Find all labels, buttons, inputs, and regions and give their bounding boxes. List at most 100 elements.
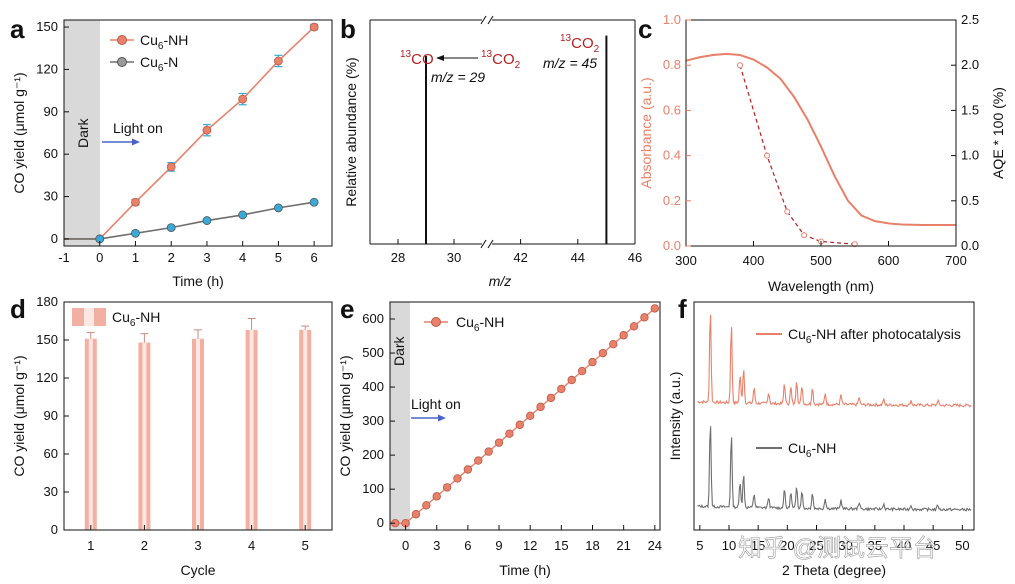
y-tick-label: 0 bbox=[51, 231, 58, 246]
data-point bbox=[557, 384, 566, 394]
cycle-bar-highlight bbox=[142, 342, 147, 530]
y-axis-label-e: CO yield (μmol g⁻¹) bbox=[337, 355, 353, 476]
x-tick-label: 12 bbox=[523, 538, 537, 553]
y-tick-label: 0.8 bbox=[663, 57, 681, 72]
x-tick-label: 40 bbox=[897, 538, 911, 553]
y-axis-label-a: CO yield (μmol g⁻¹) bbox=[11, 72, 27, 193]
y-tick-label: 60 bbox=[44, 446, 58, 461]
ion-label-13co2: 13CO2 bbox=[560, 33, 600, 55]
aqe-curve bbox=[739, 65, 855, 245]
panel-e: Dark Light on 0 3 6 9 12 15 18 21 24 0 100 200 300 4… bbox=[337, 301, 662, 578]
y-tick-label: 180 bbox=[36, 294, 58, 309]
y-ticks-e: 0 100 200 300 400 500 600 bbox=[362, 311, 395, 530]
legend-label-cu6-nh: Cu6-NH bbox=[140, 32, 188, 52]
legend-label-f-pristine: Cu6-NH bbox=[788, 440, 836, 460]
mz-label-29: m/z = 29 bbox=[431, 69, 485, 85]
data-point bbox=[411, 510, 421, 519]
data-point bbox=[588, 357, 597, 367]
x-tick-label: 600 bbox=[878, 253, 900, 268]
x-tick-label: 400 bbox=[743, 253, 765, 268]
plot-area-a bbox=[64, 22, 319, 244]
y-tick-label: 30 bbox=[44, 484, 58, 499]
x-ticks-c: 300 400 500 600 700 bbox=[675, 241, 967, 268]
x-tick-label: 5 bbox=[696, 538, 703, 553]
x-tick-label: 1 bbox=[87, 538, 94, 553]
light-on-label: Light on bbox=[113, 120, 163, 136]
data-point bbox=[474, 456, 483, 465]
peaks-b bbox=[425, 35, 608, 244]
x-tick-label: 15 bbox=[554, 538, 568, 553]
x-ticks-b: 28 30 42 44 46 bbox=[391, 239, 642, 265]
data-point bbox=[166, 223, 176, 233]
mz-label-45: m/z = 45 bbox=[543, 55, 597, 71]
cycle-bar-highlight bbox=[88, 338, 93, 530]
x-tick-label: 2 bbox=[141, 538, 148, 553]
y-tick-label: 120 bbox=[36, 61, 58, 76]
data-point bbox=[422, 501, 431, 510]
watermark: 知乎 @测试云平台 bbox=[738, 535, 937, 562]
y2-tick-label: 1.5 bbox=[961, 102, 979, 117]
legend-label-e: Cu6-NH bbox=[456, 314, 504, 334]
data-point bbox=[494, 438, 504, 447]
y-axis-label-c: Absorbance (a.u.) bbox=[638, 77, 654, 188]
y-tick-label: 200 bbox=[362, 447, 384, 462]
x-tick-label: 4 bbox=[239, 250, 246, 265]
series-line bbox=[395, 307, 656, 524]
x-axis-label-e: Time (h) bbox=[499, 562, 551, 578]
panel-c: 300 400 500 600 700 0.00.20.40.60.81.0 0.00.… bbox=[638, 12, 1006, 294]
dark-label-e: Dark bbox=[391, 335, 407, 366]
y-ticks-a: 0 30 60 90 120 150 bbox=[36, 19, 69, 246]
y2-tick-label: 2.5 bbox=[961, 12, 979, 27]
x-axis-label-b: m/z bbox=[489, 273, 512, 289]
y2-tick-label: 2.0 bbox=[961, 57, 979, 72]
x-ticks-d: 1 2 3 4 5 bbox=[87, 525, 309, 553]
x-axis-label-a: Time (h) bbox=[172, 273, 224, 289]
data-point bbox=[238, 94, 248, 104]
plot-area-c bbox=[685, 52, 956, 248]
light-on-arrowhead-e bbox=[438, 414, 446, 422]
axis-break-bottom-gap bbox=[482, 238, 492, 250]
data-point bbox=[131, 197, 140, 207]
x-tick-label: 300 bbox=[675, 253, 697, 268]
panel-label-b: b bbox=[340, 14, 356, 44]
aqe-point bbox=[764, 152, 770, 159]
x-tick-label: 6 bbox=[311, 250, 318, 265]
y-axis-label-f: Intensity (a.u.) bbox=[667, 372, 683, 461]
y-tick-label: 500 bbox=[362, 345, 384, 360]
x-tick-label: 2 bbox=[168, 250, 175, 265]
conversion-arrowhead bbox=[436, 55, 444, 61]
cycle-bar-highlight bbox=[249, 329, 254, 530]
x-axis-label-d: Cycle bbox=[180, 562, 215, 578]
data-point bbox=[484, 447, 493, 456]
data-point bbox=[309, 197, 319, 207]
x-ticks-e: 0 3 6 9 12 15 18 21 24 bbox=[402, 525, 662, 553]
x-axis-label-f: 2 Theta (degree) bbox=[782, 562, 886, 578]
absorbance-curve bbox=[685, 52, 956, 226]
y-tick-label: 0 bbox=[377, 515, 384, 530]
y-tick-label: 400 bbox=[362, 379, 384, 394]
y2-tick-label: 1.0 bbox=[961, 148, 979, 163]
y-tick-label: 120 bbox=[36, 370, 58, 385]
data-point bbox=[577, 366, 587, 376]
plot-area-d bbox=[84, 317, 312, 530]
y2-axis-label-c: AQE * 100 (%) bbox=[990, 87, 1006, 179]
data-point bbox=[650, 304, 660, 313]
x-axis-label-c: Wavelength (nm) bbox=[768, 278, 874, 294]
x-tick-label: 18 bbox=[585, 538, 599, 553]
y-tick-label: 60 bbox=[44, 146, 58, 161]
aqe-point bbox=[851, 241, 858, 248]
data-point bbox=[598, 348, 608, 358]
data-point bbox=[619, 331, 628, 340]
y-tick-label: 600 bbox=[362, 311, 384, 326]
x-tick-label: 46 bbox=[628, 250, 642, 265]
y-tick-label: 0.2 bbox=[663, 193, 681, 208]
data-point bbox=[629, 322, 639, 331]
x-tick-label: 0 bbox=[96, 250, 103, 265]
x-tick-label: 21 bbox=[616, 538, 630, 553]
data-point bbox=[202, 125, 212, 135]
y2-tick-label: 0.0 bbox=[961, 238, 979, 253]
axes-frame-f bbox=[693, 301, 975, 531]
data-point bbox=[131, 228, 140, 238]
y-axis-label-b: Relative abundance (%) bbox=[343, 57, 359, 206]
